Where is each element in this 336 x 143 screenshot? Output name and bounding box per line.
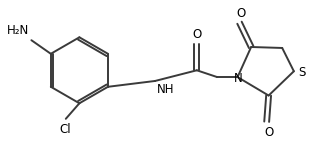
- Text: NH: NH: [157, 83, 174, 96]
- Text: S: S: [299, 66, 306, 79]
- Text: H₂N: H₂N: [7, 24, 30, 37]
- Text: N: N: [234, 72, 243, 85]
- Text: O: O: [264, 126, 273, 139]
- Text: Cl: Cl: [59, 123, 71, 136]
- Text: O: O: [192, 28, 202, 41]
- Text: O: O: [237, 7, 246, 20]
